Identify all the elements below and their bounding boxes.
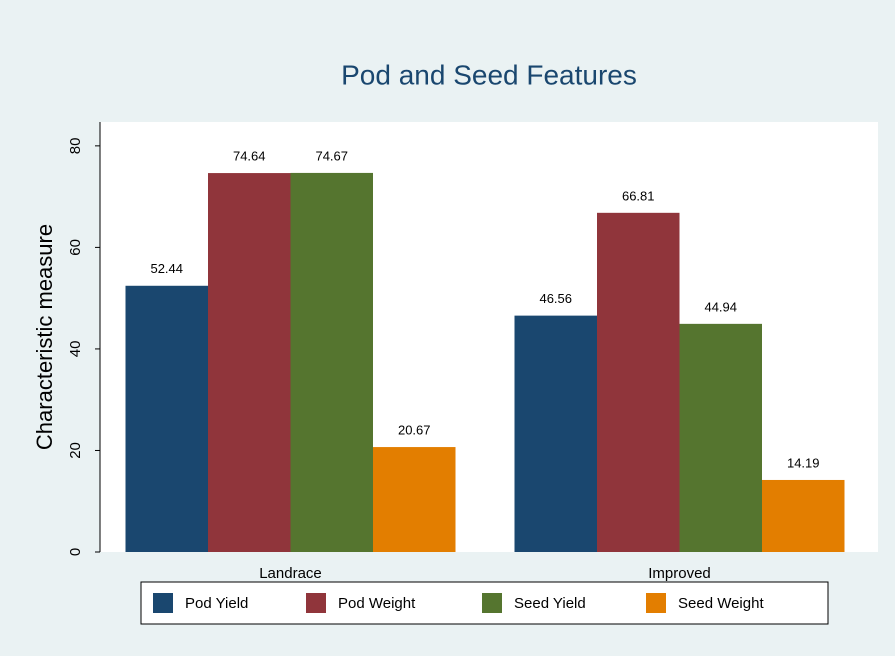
value-label: 44.94: [704, 299, 737, 314]
y-tick-label: 40: [67, 341, 84, 358]
bar: [762, 479, 845, 552]
legend-swatch: [482, 593, 502, 613]
y-tick-label: 20: [67, 442, 84, 459]
x-tick-label: Improved: [648, 565, 711, 582]
legend-swatch: [306, 593, 326, 613]
legend-label: Seed Weight: [678, 595, 764, 612]
legend-swatch: [153, 593, 173, 613]
bar: [373, 447, 456, 552]
legend-swatch: [646, 593, 666, 613]
value-label: 14.19: [787, 455, 820, 470]
legend-label: Pod Yield: [185, 595, 248, 612]
y-axis-title: Characteristic measure: [32, 224, 57, 450]
value-label: 20.67: [398, 423, 431, 438]
bar: [514, 315, 597, 552]
y-tick-label: 0: [67, 548, 84, 556]
y-tick-label: 60: [67, 239, 84, 256]
value-label: 74.67: [315, 148, 348, 163]
legend-label: Seed Yield: [514, 595, 586, 612]
bar: [290, 172, 373, 552]
bar: [208, 173, 291, 552]
value-label: 66.81: [622, 188, 655, 203]
chart-title: Pod and Seed Features: [341, 59, 637, 90]
y-tick-label: 80: [67, 138, 84, 155]
value-label: 74.64: [233, 149, 266, 164]
legend-label: Pod Weight: [338, 595, 416, 612]
x-tick-label: Landrace: [259, 565, 322, 582]
value-label: 46.56: [539, 291, 572, 306]
bar: [679, 323, 762, 552]
bar: [597, 212, 680, 552]
value-label: 52.44: [150, 261, 183, 276]
bar: [125, 285, 208, 552]
